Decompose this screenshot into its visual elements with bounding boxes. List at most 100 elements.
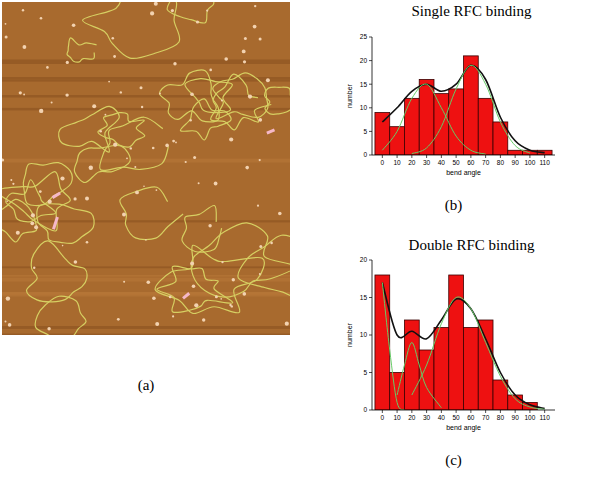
y-tick xyxy=(369,60,372,61)
y-axis xyxy=(372,37,373,155)
histogram-bar xyxy=(449,89,464,155)
protein-dot xyxy=(85,197,89,201)
protein-dot xyxy=(169,296,172,299)
protein-dot xyxy=(245,166,249,170)
protein-dot xyxy=(152,296,156,300)
component-curve xyxy=(412,297,545,409)
protein-dot xyxy=(66,61,69,64)
y-tick-label: 0 xyxy=(363,151,367,158)
x-tick xyxy=(397,410,398,413)
x-tick-label: 30 xyxy=(423,159,431,166)
protein-dot xyxy=(171,9,174,12)
protein-dot xyxy=(51,101,53,103)
panel-label: (c) xyxy=(445,452,462,469)
dna-strand xyxy=(182,205,222,252)
y-tick xyxy=(369,410,372,411)
dna-strand xyxy=(6,180,56,222)
protein-dot xyxy=(221,100,223,102)
component-curve xyxy=(412,65,530,153)
x-axis xyxy=(372,410,555,411)
protein-dot xyxy=(196,20,199,23)
protein-dot xyxy=(112,37,115,40)
x-tick-label: 90 xyxy=(512,414,520,421)
dna-strand xyxy=(67,38,97,62)
protein-dot xyxy=(6,296,10,300)
protein-dot xyxy=(285,322,289,326)
x-tick xyxy=(456,410,457,413)
histogram-panel: Double RFC binding0102030405060708090100… xyxy=(346,237,555,469)
protein-dot xyxy=(243,60,246,63)
x-tick-label: 90 xyxy=(512,159,520,166)
dna-strand xyxy=(265,87,290,114)
histogram-bar xyxy=(434,328,449,411)
protein-dot xyxy=(126,157,128,159)
aggregate xyxy=(266,129,275,135)
protein-dot xyxy=(105,114,107,116)
aggregate xyxy=(52,192,61,199)
protein-dot xyxy=(208,224,211,227)
protein-dot xyxy=(33,267,35,269)
x-tick-label: 100 xyxy=(524,414,535,421)
protein-dot xyxy=(156,189,158,191)
x-tick xyxy=(544,410,545,413)
aggregate xyxy=(52,217,59,230)
protein-dot xyxy=(244,37,247,40)
protein-dot xyxy=(206,10,208,12)
x-tick-label: 10 xyxy=(393,159,401,166)
histogram-bar xyxy=(478,320,493,410)
protein-dot xyxy=(120,91,122,93)
dna-strand xyxy=(37,204,94,244)
x-tick-label: 110 xyxy=(539,159,550,166)
scan-streak xyxy=(2,275,290,277)
x-tick xyxy=(441,410,442,413)
x-tick xyxy=(441,155,442,158)
histogram-bar xyxy=(464,328,479,411)
y-tick-label: 10 xyxy=(360,331,368,338)
dna-strand xyxy=(155,245,264,313)
protein-dot xyxy=(72,23,76,27)
protein-dot xyxy=(135,191,139,195)
protein-dot xyxy=(22,9,24,11)
y-tick-label: 5 xyxy=(363,128,367,135)
aggregate xyxy=(182,292,190,299)
x-tick-label: 40 xyxy=(438,414,446,421)
y-tick-label: 0 xyxy=(363,406,367,413)
protein-dot xyxy=(23,94,25,96)
x-tick xyxy=(382,155,383,158)
x-tick-label: 20 xyxy=(408,159,416,166)
x-tick-label: 60 xyxy=(467,159,475,166)
protein-dot xyxy=(23,45,27,49)
x-tick xyxy=(470,410,471,413)
histogram-bar xyxy=(404,98,419,155)
y-tick-label: 15 xyxy=(360,294,368,301)
protein-dot xyxy=(257,205,259,207)
protein-dot xyxy=(60,176,64,180)
protein-dot xyxy=(214,182,218,186)
x-tick xyxy=(515,155,516,158)
x-tick xyxy=(515,410,516,413)
protein-dot xyxy=(117,318,120,321)
protein-dot xyxy=(150,11,154,15)
protein-dot xyxy=(74,260,78,264)
scan-streak xyxy=(2,95,290,98)
protein-dot xyxy=(152,147,155,150)
protein-dot xyxy=(202,318,205,321)
x-tick-label: 40 xyxy=(438,159,446,166)
protein-dot xyxy=(194,303,198,307)
plot-marks xyxy=(375,275,545,410)
chart-title: Single RFC binding xyxy=(411,3,532,19)
dna-strand xyxy=(120,187,183,240)
y-tick-label: 10 xyxy=(360,104,368,111)
y-tick-label: 5 xyxy=(363,369,367,376)
protein-dot xyxy=(39,190,42,193)
protein-dot xyxy=(270,242,273,245)
dna-strand xyxy=(59,106,120,152)
protein-dot xyxy=(140,86,143,89)
histogram-bar xyxy=(375,113,390,155)
histogram-bar xyxy=(508,150,523,155)
x-tick xyxy=(529,155,530,158)
dna-strand xyxy=(185,79,233,113)
protein-dot xyxy=(278,212,282,216)
x-tick-label: 110 xyxy=(539,414,550,421)
protein-dot xyxy=(134,166,136,168)
